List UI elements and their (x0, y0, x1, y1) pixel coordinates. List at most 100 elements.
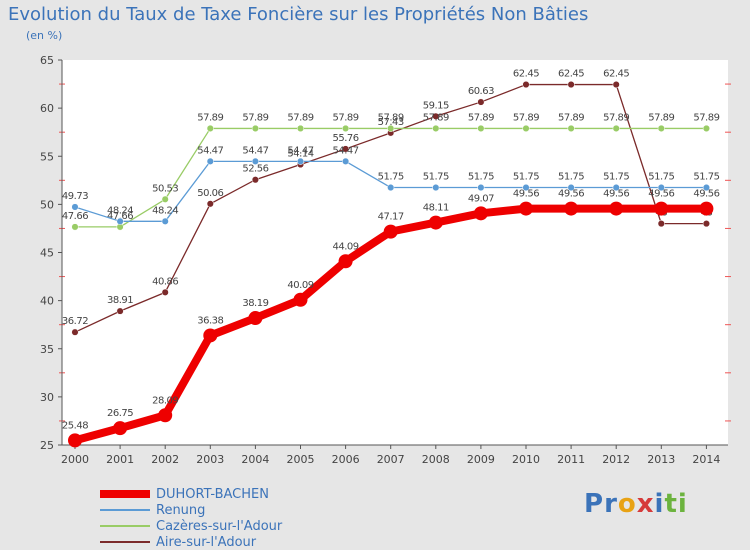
data-label-caz-res-sur-l-adour: 57.89 (648, 112, 674, 123)
data-label-aire-sur-l-adour: 38.91 (107, 295, 133, 306)
y-tick-label: 30 (40, 391, 54, 404)
y-tick-label: 40 (40, 295, 54, 308)
data-label-caz-res-sur-l-adour: 47.66 (107, 211, 133, 222)
plot-area (62, 60, 728, 445)
data-point-caz-res-sur-l-adour (567, 124, 575, 132)
data-point-caz-res-sur-l-adour (296, 124, 305, 132)
data-point-duhort-bachen (68, 433, 82, 448)
data-label-duhort-bachen: 25.48 (62, 420, 88, 431)
data-point-renung (657, 183, 665, 192)
data-label-renung: 51.75 (468, 172, 494, 183)
data-point-renung (567, 183, 575, 192)
data-label-duhort-bachen: 38.19 (242, 298, 268, 309)
data-label-aire-sur-l-adour: 60.63 (468, 86, 494, 97)
y-tick-label: 60 (40, 102, 54, 115)
data-label-renung: 51.75 (513, 172, 539, 183)
data-point-aire-sur-l-adour (567, 80, 575, 89)
data-point-renung (702, 183, 710, 192)
data-label-duhort-bachen: 49.56 (693, 189, 719, 200)
data-point-renung (161, 217, 169, 225)
data-point-duhort-bachen (473, 206, 488, 221)
data-point-renung (522, 183, 530, 192)
data-label-renung: 51.75 (558, 172, 584, 183)
x-tick-label: 2000 (61, 453, 89, 466)
data-label-caz-res-sur-l-adour: 57.89 (693, 112, 719, 123)
data-label-duhort-bachen: 49.07 (468, 193, 494, 204)
data-point-caz-res-sur-l-adour (657, 124, 665, 132)
chart-title: Evolution du Taux de Taxe Foncière sur l… (8, 4, 589, 25)
data-label-renung: 48.24 (107, 205, 133, 216)
logo-letter: i (654, 489, 665, 519)
data-point-aire-sur-l-adour (432, 112, 440, 120)
data-point-duhort-bachen (338, 254, 353, 269)
data-point-caz-res-sur-l-adour (71, 223, 79, 231)
y-tick-label: 65 (40, 54, 54, 67)
data-point-duhort-bachen (383, 224, 398, 239)
legend-item: Cazères-sur-l'Adour (100, 518, 282, 534)
data-point-duhort-bachen (428, 215, 443, 230)
data-point-caz-res-sur-l-adour (251, 124, 259, 132)
data-label-aire-sur-l-adour: 62.45 (558, 69, 584, 80)
legend-label: Renung (156, 502, 206, 518)
data-label-renung: 51.75 (693, 172, 719, 183)
logo-letter: x (636, 489, 655, 519)
data-label-aire-sur-l-adour: 40.86 (152, 276, 178, 287)
data-label-duhort-bachen: 28.09 (152, 395, 178, 406)
data-point-duhort-bachen (113, 421, 128, 436)
data-point-caz-res-sur-l-adour (477, 124, 485, 132)
legend-label: DUHORT-BACHEN (156, 486, 269, 502)
data-point-aire-sur-l-adour (612, 80, 620, 89)
logo-letter: i (677, 489, 688, 519)
x-tick-label: 2002 (151, 453, 179, 466)
data-label-aire-sur-l-adour: 55.76 (333, 133, 359, 144)
data-label-renung: 54.47 (333, 145, 359, 156)
x-tick-label: 2001 (106, 453, 134, 466)
x-tick-label: 2003 (196, 453, 224, 466)
legend-item: DUHORT-BACHEN (100, 486, 282, 502)
data-label-duhort-bachen: 49.56 (513, 189, 539, 200)
data-point-aire-sur-l-adour (116, 307, 124, 315)
data-point-duhort-bachen (158, 408, 173, 423)
data-point-aire-sur-l-adour (477, 98, 485, 106)
data-label-duhort-bachen: 47.17 (378, 212, 404, 223)
legend-label: Cazères-sur-l'Adour (156, 518, 283, 534)
data-label-aire-sur-l-adour: 50.06 (197, 188, 223, 199)
data-label-duhort-bachen: 40.09 (287, 280, 313, 291)
data-label-aire-sur-l-adour: 36.72 (62, 316, 88, 327)
logo-letter: r (604, 489, 618, 519)
data-label-caz-res-sur-l-adour: 57.89 (287, 112, 313, 123)
data-label-caz-res-sur-l-adour: 57.89 (513, 112, 539, 123)
data-point-renung (206, 157, 214, 165)
data-point-duhort-bachen (564, 201, 579, 216)
x-tick-label: 2006 (332, 453, 360, 466)
data-point-renung (296, 157, 305, 165)
data-point-duhort-bachen (654, 201, 669, 216)
data-label-renung: 54.47 (287, 145, 313, 156)
legend-swatch (100, 509, 150, 511)
data-label-duhort-bachen: 49.56 (648, 189, 674, 200)
logo-letter: P (584, 489, 605, 519)
data-label-renung: 54.47 (242, 145, 268, 156)
data-label-renung: 48.24 (152, 205, 178, 216)
data-point-caz-res-sur-l-adour (702, 124, 710, 132)
data-label-duhort-bachen: 49.56 (603, 189, 629, 200)
data-label-aire-sur-l-adour: 54.14 (287, 149, 313, 160)
data-label-renung: 51.75 (603, 172, 629, 183)
data-point-duhort-bachen (609, 201, 624, 216)
data-point-duhort-bachen (203, 328, 218, 343)
data-label-renung: 51.75 (648, 172, 674, 183)
data-point-renung (251, 157, 259, 165)
data-label-caz-res-sur-l-adour: 57.89 (558, 112, 584, 123)
data-label-caz-res-sur-l-adour: 57.89 (423, 112, 449, 123)
data-point-aire-sur-l-adour (251, 176, 259, 184)
data-point-caz-res-sur-l-adour (342, 124, 350, 132)
data-point-duhort-bachen (519, 201, 533, 216)
data-point-caz-res-sur-l-adour (161, 195, 169, 203)
data-point-caz-res-sur-l-adour (432, 124, 440, 132)
data-point-duhort-bachen (248, 311, 263, 326)
x-tick-label: 2007 (377, 453, 405, 466)
data-label-caz-res-sur-l-adour: 50.53 (152, 183, 178, 194)
data-label-renung: 51.75 (378, 172, 404, 183)
logo-letter: o (617, 489, 637, 519)
